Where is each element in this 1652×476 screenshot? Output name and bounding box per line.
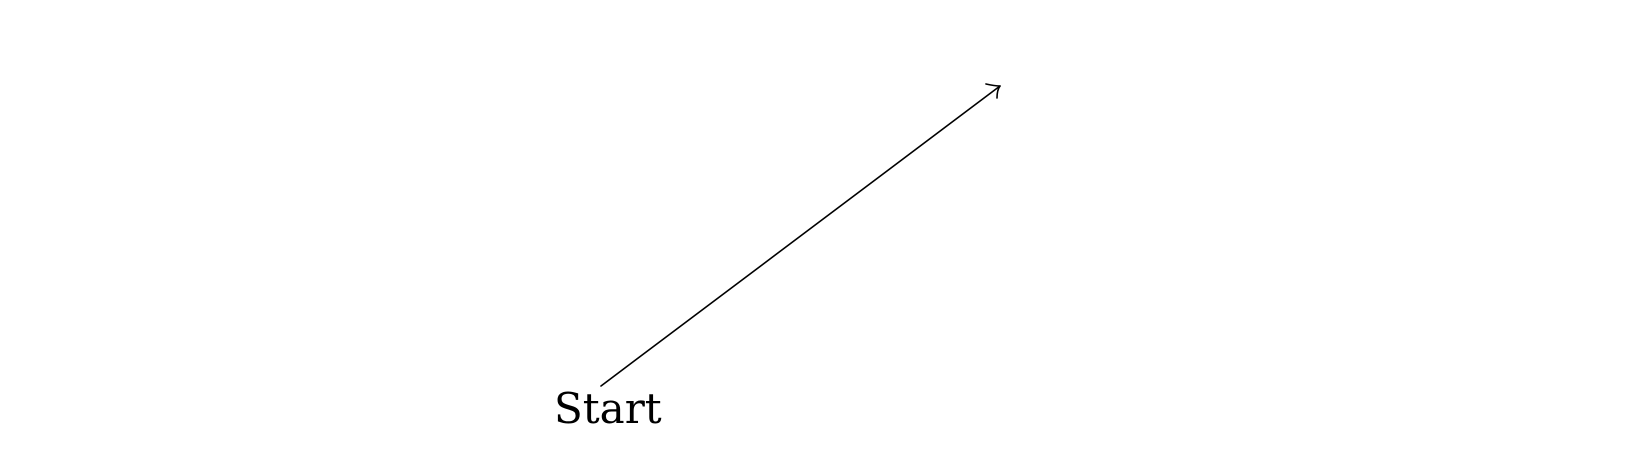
arrow-head-icon bbox=[985, 83, 1001, 99]
start-label: Start bbox=[554, 384, 662, 433]
arrow-line bbox=[600, 85, 1001, 387]
